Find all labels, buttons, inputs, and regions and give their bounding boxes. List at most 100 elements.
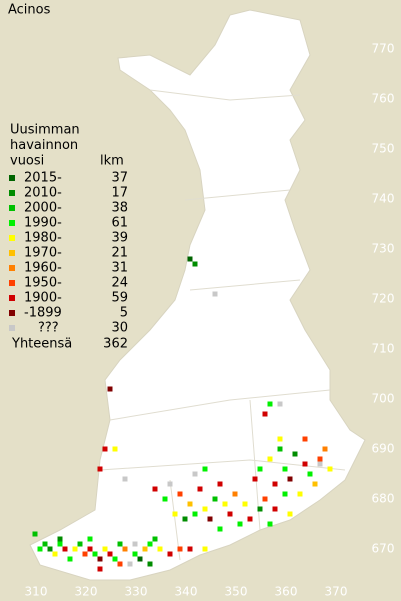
- legend-heading: havainnon: [10, 138, 78, 153]
- observation-square: [177, 491, 183, 497]
- observation-square: [132, 541, 138, 547]
- observation-square: [217, 526, 223, 532]
- y-grid-label: 710: [372, 342, 395, 356]
- observation-square: [222, 501, 228, 507]
- legend-heading: Uusimman: [10, 123, 80, 138]
- legend-label: 2015-: [24, 171, 62, 186]
- observation-square: [287, 476, 293, 482]
- observation-square: [142, 546, 148, 552]
- legend-count: 31: [111, 261, 128, 276]
- observation-square: [277, 436, 283, 442]
- legend-swatch: [9, 220, 15, 226]
- observation-square: [232, 491, 238, 497]
- legend-label: 2000-: [24, 201, 62, 216]
- x-grid-label: 370: [325, 585, 348, 599]
- observation-square: [297, 491, 303, 497]
- observation-square: [312, 481, 318, 487]
- observation-square: [107, 551, 113, 557]
- y-grid-label: 770: [372, 42, 395, 56]
- observation-square: [292, 451, 298, 457]
- observation-square: [287, 511, 293, 517]
- observation-square: [202, 506, 208, 512]
- observation-square: [252, 476, 258, 482]
- legend-swatch: [9, 265, 15, 271]
- legend-label: 1980-: [24, 231, 62, 246]
- legend-count-heading: lkm: [100, 154, 124, 169]
- observation-square: [277, 401, 283, 407]
- observation-square: [47, 546, 53, 552]
- y-grid-label: 750: [372, 142, 395, 156]
- legend-count: 38: [111, 201, 128, 216]
- legend-total-label: Yhteensä: [11, 337, 72, 352]
- observation-square: [92, 551, 98, 557]
- observation-square: [242, 501, 248, 507]
- x-grid-label: 360: [275, 585, 298, 599]
- y-grid-label: 680: [372, 492, 395, 506]
- legend-swatch: [9, 175, 15, 181]
- region-borders: [99, 89, 346, 561]
- observation-square: [137, 556, 143, 562]
- observation-square: [267, 401, 273, 407]
- observation-square: [87, 536, 93, 542]
- observation-square: [262, 496, 268, 502]
- observation-square: [212, 291, 218, 297]
- legend-count: 59: [111, 291, 128, 306]
- y-grid-label: 730: [372, 242, 395, 256]
- observation-square: [97, 466, 103, 472]
- observation-square: [112, 556, 118, 562]
- observation-square: [97, 566, 103, 572]
- observation-square: [187, 256, 193, 262]
- legend-count: 5: [120, 306, 128, 321]
- observation-square: [57, 541, 63, 547]
- observation-square: [217, 481, 223, 487]
- legend-count: 24: [111, 276, 128, 291]
- legend-swatch: [9, 310, 15, 316]
- observation-square: [97, 556, 103, 562]
- observation-square: [192, 511, 198, 517]
- y-grid-label: 670: [372, 542, 395, 556]
- legend-swatch: [9, 190, 15, 196]
- observation-square: [157, 546, 163, 552]
- y-grid-label: 760: [372, 92, 395, 106]
- observation-square: [122, 476, 128, 482]
- legend-count: 39: [111, 231, 128, 246]
- observation-square: [277, 446, 283, 452]
- legend-swatch: [9, 250, 15, 256]
- observation-square: [147, 541, 153, 547]
- legend-label: 1960-: [24, 261, 62, 276]
- observation-square: [127, 561, 133, 567]
- observation-square: [282, 491, 288, 497]
- observation-square: [32, 531, 38, 537]
- observation-square: [302, 461, 308, 467]
- legend-swatch: [9, 325, 15, 331]
- x-grid-label: 330: [125, 585, 148, 599]
- observation-square: [177, 546, 183, 552]
- legend-label: ???: [38, 321, 59, 336]
- observation-square: [117, 561, 123, 567]
- legend-label: -1899: [24, 306, 62, 321]
- observation-square: [122, 546, 128, 552]
- observation-square: [182, 516, 188, 522]
- observation-square: [257, 506, 263, 512]
- x-grid-label: 350: [225, 585, 248, 599]
- observation-square: [272, 506, 278, 512]
- observation-square: [67, 556, 73, 562]
- observation-square: [187, 501, 193, 507]
- observation-square: [227, 511, 233, 517]
- title: Acinos: [8, 3, 51, 18]
- observation-square: [272, 481, 278, 487]
- observation-square: [197, 486, 203, 492]
- observation-square: [147, 561, 153, 567]
- legend-heading: vuosi: [10, 154, 44, 169]
- y-grid-label: 720: [372, 292, 395, 306]
- observation-square: [57, 536, 63, 542]
- observation-square: [62, 546, 68, 552]
- observation-square: [162, 496, 168, 502]
- observation-square: [132, 551, 138, 557]
- observation-square: [172, 511, 178, 517]
- observation-square: [72, 546, 78, 552]
- observation-square: [237, 521, 243, 527]
- observation-square: [302, 436, 308, 442]
- y-grid-label: 740: [372, 192, 395, 206]
- observation-square: [202, 546, 208, 552]
